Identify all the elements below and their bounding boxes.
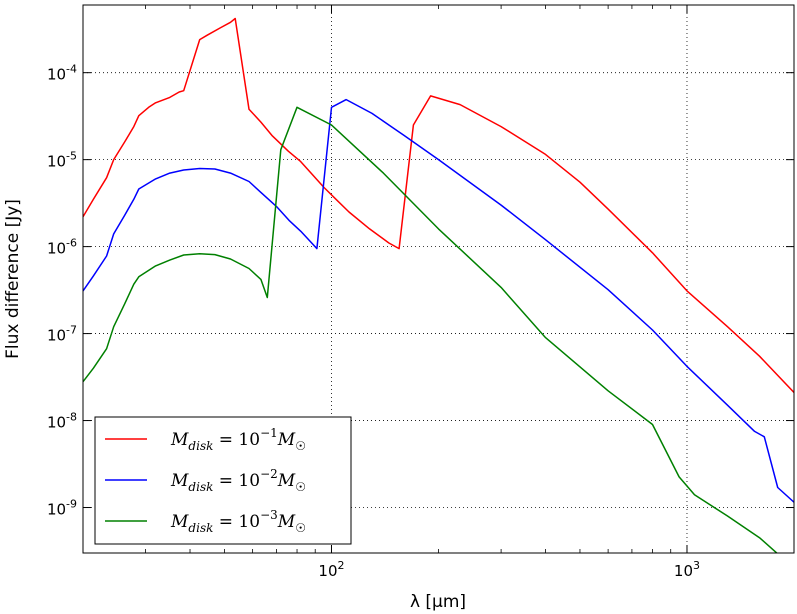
y-tick-label-0: 10-4	[47, 63, 77, 84]
series-line-2	[83, 106, 778, 553]
tick-labels: 102 103 10-4 10-5 10-6 10-7 10-8 10-9	[47, 63, 700, 580]
series-layer	[83, 17, 794, 553]
y-tick-label-2: 10-6	[47, 237, 77, 258]
x-axis-label: λ [μm]	[410, 592, 466, 612]
legend: Mdisk = 10−1M☉ Mdisk = 10−2M☉ Mdisk = 10−3…	[94, 416, 352, 545]
ticks	[83, 5, 794, 553]
y-tick-label-1: 10-5	[47, 150, 77, 171]
y-tick-label-5: 10-9	[47, 498, 77, 519]
y-tick-label-4: 10-8	[47, 411, 77, 432]
series-line-0	[83, 17, 794, 394]
legend-label-0: Mdisk = 10−1M☉	[170, 426, 306, 453]
x-tick-label-1: 103	[674, 559, 700, 580]
series-line-1	[83, 98, 794, 503]
x-tick-label-0: 102	[318, 559, 344, 580]
legend-label-1: Mdisk = 10−2M☉	[170, 467, 306, 494]
y-axis-label: Flux difference [Jy]	[3, 199, 23, 359]
legend-label-2: Mdisk = 10−3M☉	[170, 508, 306, 535]
y-tick-label-3: 10-7	[47, 324, 77, 345]
